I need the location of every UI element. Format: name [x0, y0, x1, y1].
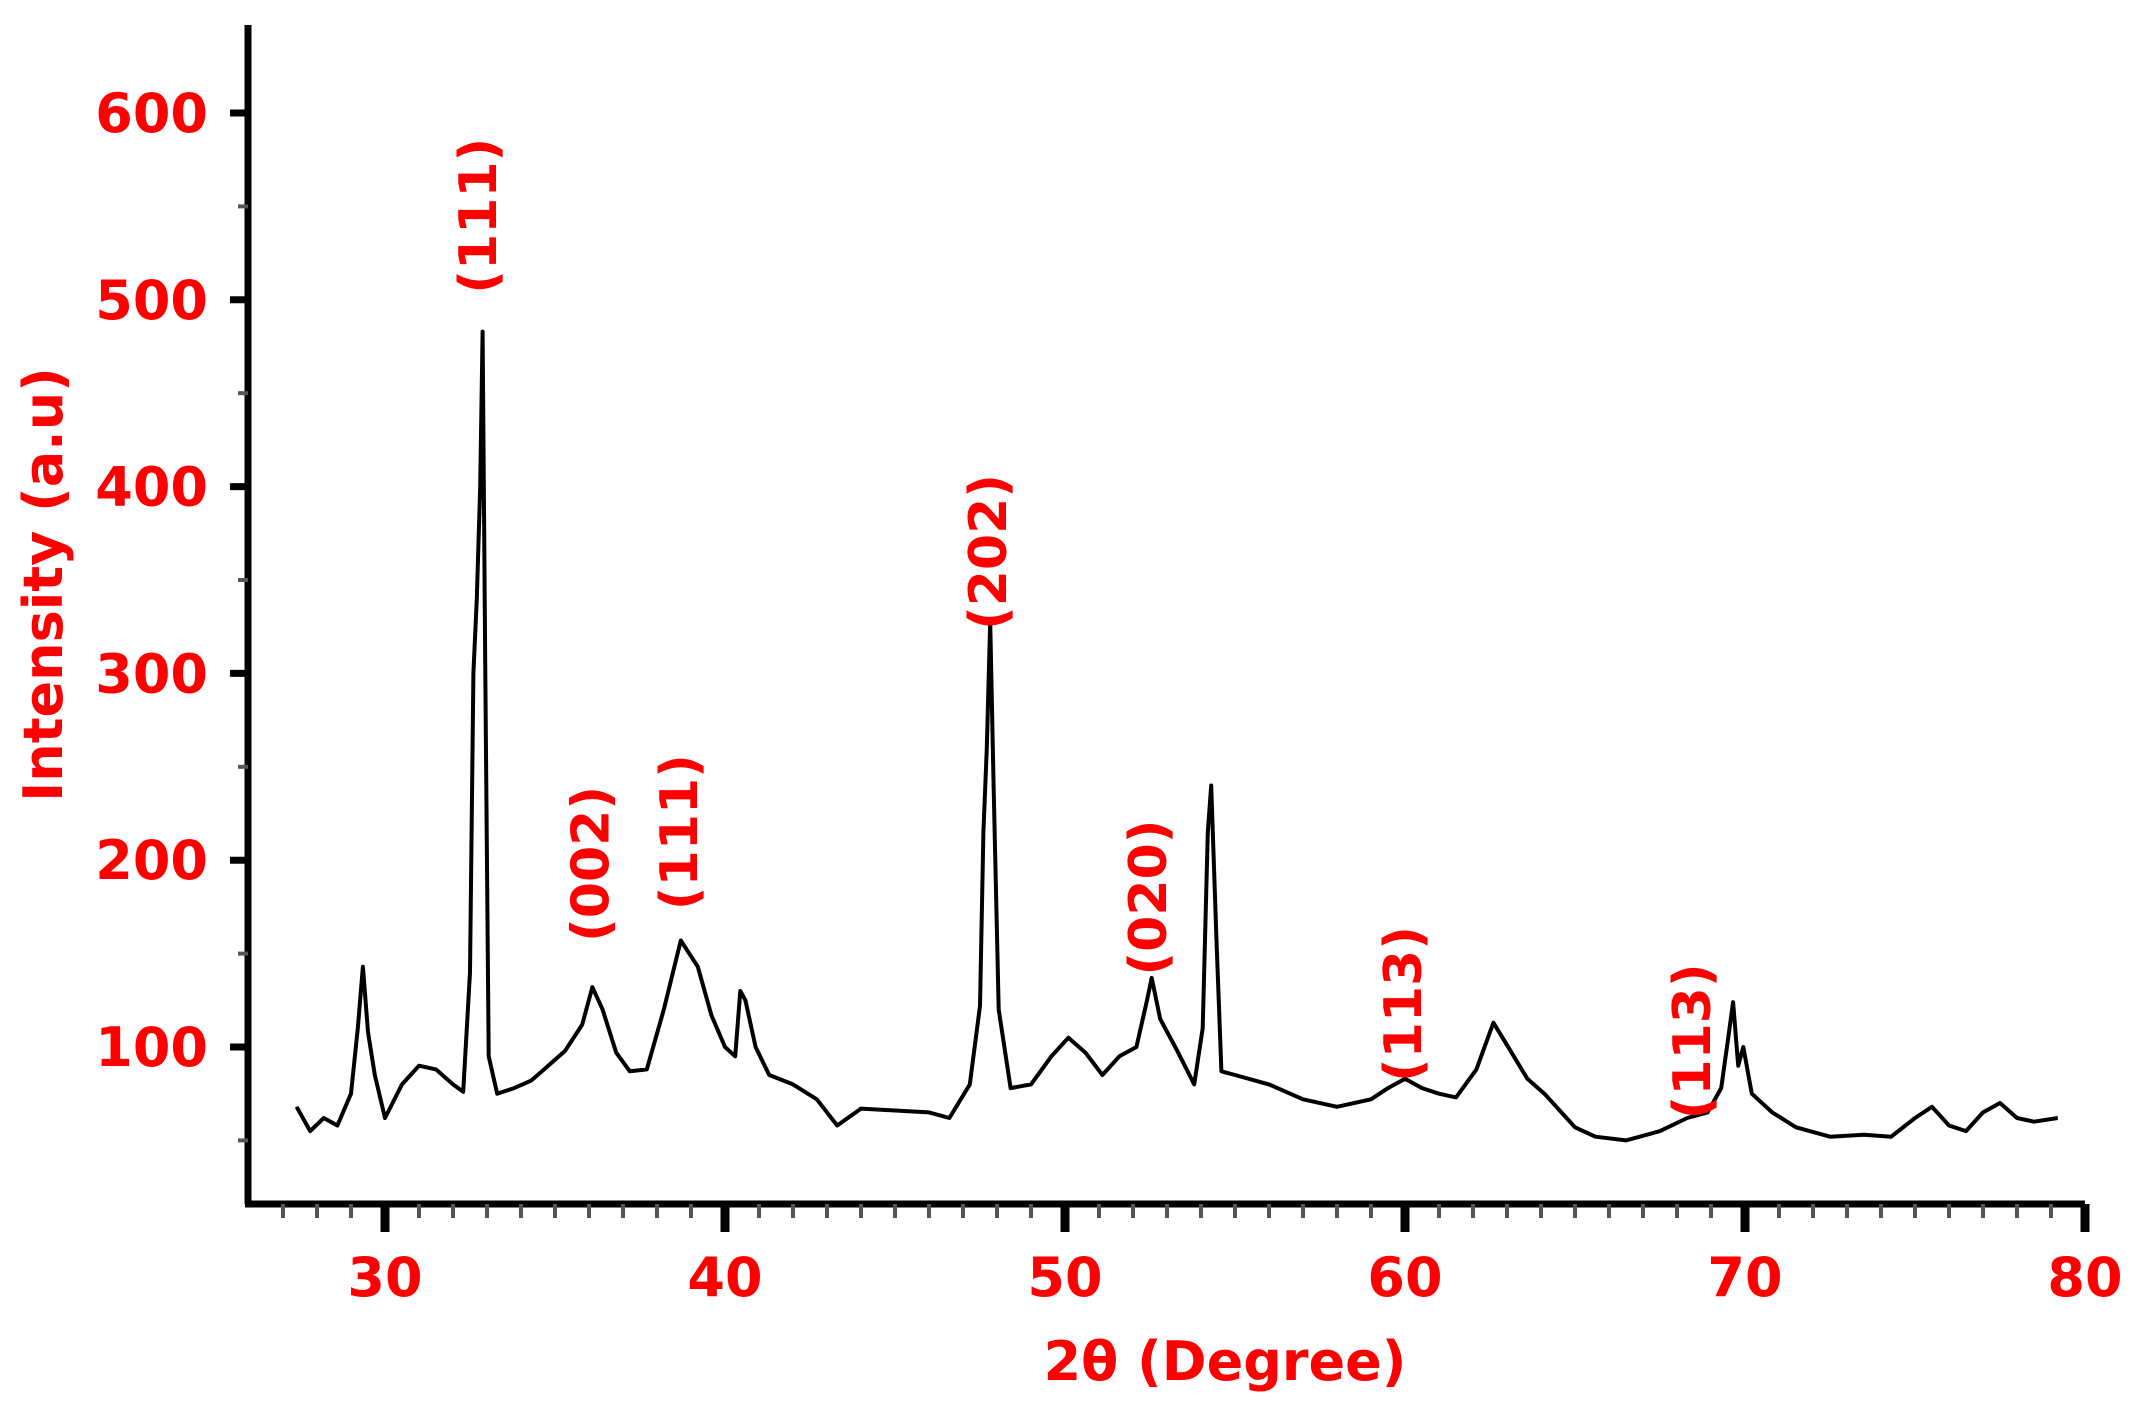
y-tick-label: 100 [95, 1016, 208, 1079]
axis-ticks [230, 109, 2090, 1232]
peak-label: (111) [449, 138, 509, 294]
peak-label: (002) [561, 786, 621, 942]
peak-label: (111) [650, 754, 710, 910]
x-tick-label: 70 [1707, 1246, 1782, 1309]
x-tick-label: 40 [687, 1246, 762, 1309]
y-axis-title: Intensity (a.u) [12, 367, 75, 802]
y-tick-label: 500 [95, 269, 208, 332]
x-axis-title: 2θ (Degree) [1044, 1330, 1407, 1393]
peak-annotations: (111) (002) (111) (202) (020) (113) (113) [449, 138, 1723, 1120]
y-tick-label: 300 [95, 642, 208, 705]
peak-label: (113) [1374, 926, 1434, 1082]
series [294, 329, 2059, 1143]
y-tick-label: 200 [95, 829, 208, 892]
x-tick-label: 80 [2047, 1246, 2122, 1309]
axis-labels: 100 200 300 400 500 600 30 40 50 60 70 80 2θ (Degree… [12, 82, 2123, 1393]
x-tick-label: 60 [1367, 1246, 1442, 1309]
x-tick-label: 50 [1027, 1246, 1102, 1309]
peak-label: (113) [1663, 963, 1723, 1119]
peak-label: (202) [959, 474, 1019, 630]
x-tick-label: 30 [347, 1246, 422, 1309]
y-tick-label: 400 [95, 456, 208, 519]
xrd-pattern-line [294, 329, 2059, 1143]
y-tick-label: 600 [95, 82, 208, 145]
peak-label: (020) [1119, 820, 1179, 976]
